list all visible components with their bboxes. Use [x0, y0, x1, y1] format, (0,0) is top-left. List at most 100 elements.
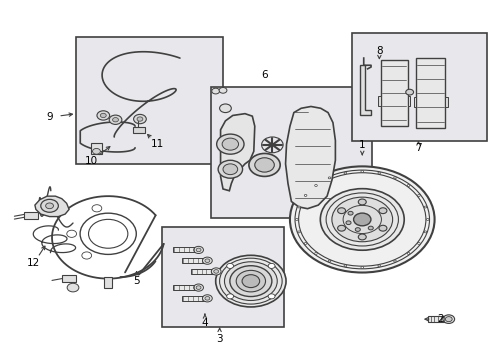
Circle shape	[328, 260, 331, 262]
Circle shape	[216, 255, 286, 307]
Circle shape	[315, 185, 318, 186]
Circle shape	[407, 252, 410, 255]
Circle shape	[424, 206, 427, 208]
Circle shape	[445, 317, 452, 321]
Circle shape	[417, 243, 420, 244]
Circle shape	[82, 252, 92, 259]
Text: 12: 12	[27, 258, 41, 268]
Circle shape	[295, 219, 298, 220]
Text: 3: 3	[216, 333, 223, 343]
Circle shape	[354, 213, 371, 226]
Circle shape	[304, 243, 307, 244]
Circle shape	[100, 113, 106, 118]
Bar	[62, 275, 76, 282]
Circle shape	[223, 164, 238, 175]
Circle shape	[109, 115, 122, 125]
Circle shape	[242, 275, 260, 288]
Polygon shape	[35, 196, 69, 217]
Text: 5: 5	[133, 276, 140, 286]
Circle shape	[361, 266, 364, 269]
Circle shape	[227, 264, 234, 269]
Circle shape	[205, 297, 210, 300]
Circle shape	[304, 194, 307, 197]
Circle shape	[368, 226, 373, 230]
Circle shape	[338, 208, 345, 213]
Bar	[211, 87, 372, 218]
Bar	[381, 60, 408, 126]
Circle shape	[358, 234, 366, 240]
Bar	[182, 258, 205, 263]
Circle shape	[236, 270, 266, 292]
Text: 1: 1	[359, 140, 366, 150]
Circle shape	[93, 148, 100, 154]
Text: 4: 4	[201, 319, 208, 328]
Circle shape	[196, 248, 201, 252]
Circle shape	[218, 160, 243, 178]
Circle shape	[227, 294, 234, 299]
Circle shape	[298, 206, 300, 208]
Polygon shape	[220, 114, 255, 191]
Circle shape	[290, 166, 435, 273]
Circle shape	[348, 211, 353, 215]
Bar	[408, 96, 410, 106]
Circle shape	[443, 315, 455, 323]
Bar	[104, 277, 112, 288]
Circle shape	[202, 295, 212, 302]
Circle shape	[67, 230, 76, 237]
Circle shape	[320, 189, 404, 250]
Circle shape	[298, 231, 300, 233]
Circle shape	[220, 104, 231, 113]
Circle shape	[230, 266, 272, 297]
Circle shape	[202, 257, 212, 264]
Circle shape	[268, 294, 275, 299]
Text: 8: 8	[376, 46, 383, 56]
Circle shape	[113, 118, 119, 122]
Circle shape	[134, 114, 147, 124]
Circle shape	[255, 158, 274, 172]
Circle shape	[344, 172, 346, 174]
Circle shape	[224, 262, 277, 301]
Circle shape	[217, 134, 244, 154]
Circle shape	[97, 111, 110, 120]
Circle shape	[424, 231, 427, 233]
Circle shape	[219, 87, 227, 93]
Circle shape	[355, 228, 360, 231]
Circle shape	[222, 138, 239, 150]
Bar	[173, 247, 196, 252]
Circle shape	[417, 194, 420, 197]
Bar	[378, 96, 381, 106]
Bar	[162, 226, 284, 327]
Circle shape	[328, 177, 331, 179]
Circle shape	[379, 208, 387, 213]
Circle shape	[212, 88, 220, 94]
Circle shape	[361, 170, 364, 172]
Circle shape	[346, 221, 351, 225]
Bar	[191, 269, 214, 274]
Circle shape	[249, 153, 280, 176]
Circle shape	[194, 246, 203, 253]
Bar	[173, 285, 196, 290]
Circle shape	[393, 177, 396, 179]
Circle shape	[194, 284, 203, 291]
Circle shape	[214, 270, 219, 273]
Circle shape	[406, 89, 414, 95]
Bar	[182, 296, 205, 301]
Circle shape	[358, 199, 366, 205]
Circle shape	[315, 252, 318, 255]
Polygon shape	[360, 65, 371, 116]
Text: 6: 6	[261, 70, 268, 80]
Circle shape	[196, 286, 201, 289]
Bar	[76, 37, 223, 164]
Text: 2: 2	[437, 314, 444, 324]
Bar	[428, 316, 447, 322]
Circle shape	[426, 219, 429, 220]
Circle shape	[378, 265, 381, 267]
Circle shape	[92, 205, 102, 212]
Text: 9: 9	[46, 112, 53, 122]
Bar	[24, 212, 38, 220]
Circle shape	[407, 185, 410, 186]
Circle shape	[332, 197, 392, 242]
Bar	[416, 58, 445, 128]
Circle shape	[268, 264, 275, 269]
Circle shape	[67, 283, 79, 292]
